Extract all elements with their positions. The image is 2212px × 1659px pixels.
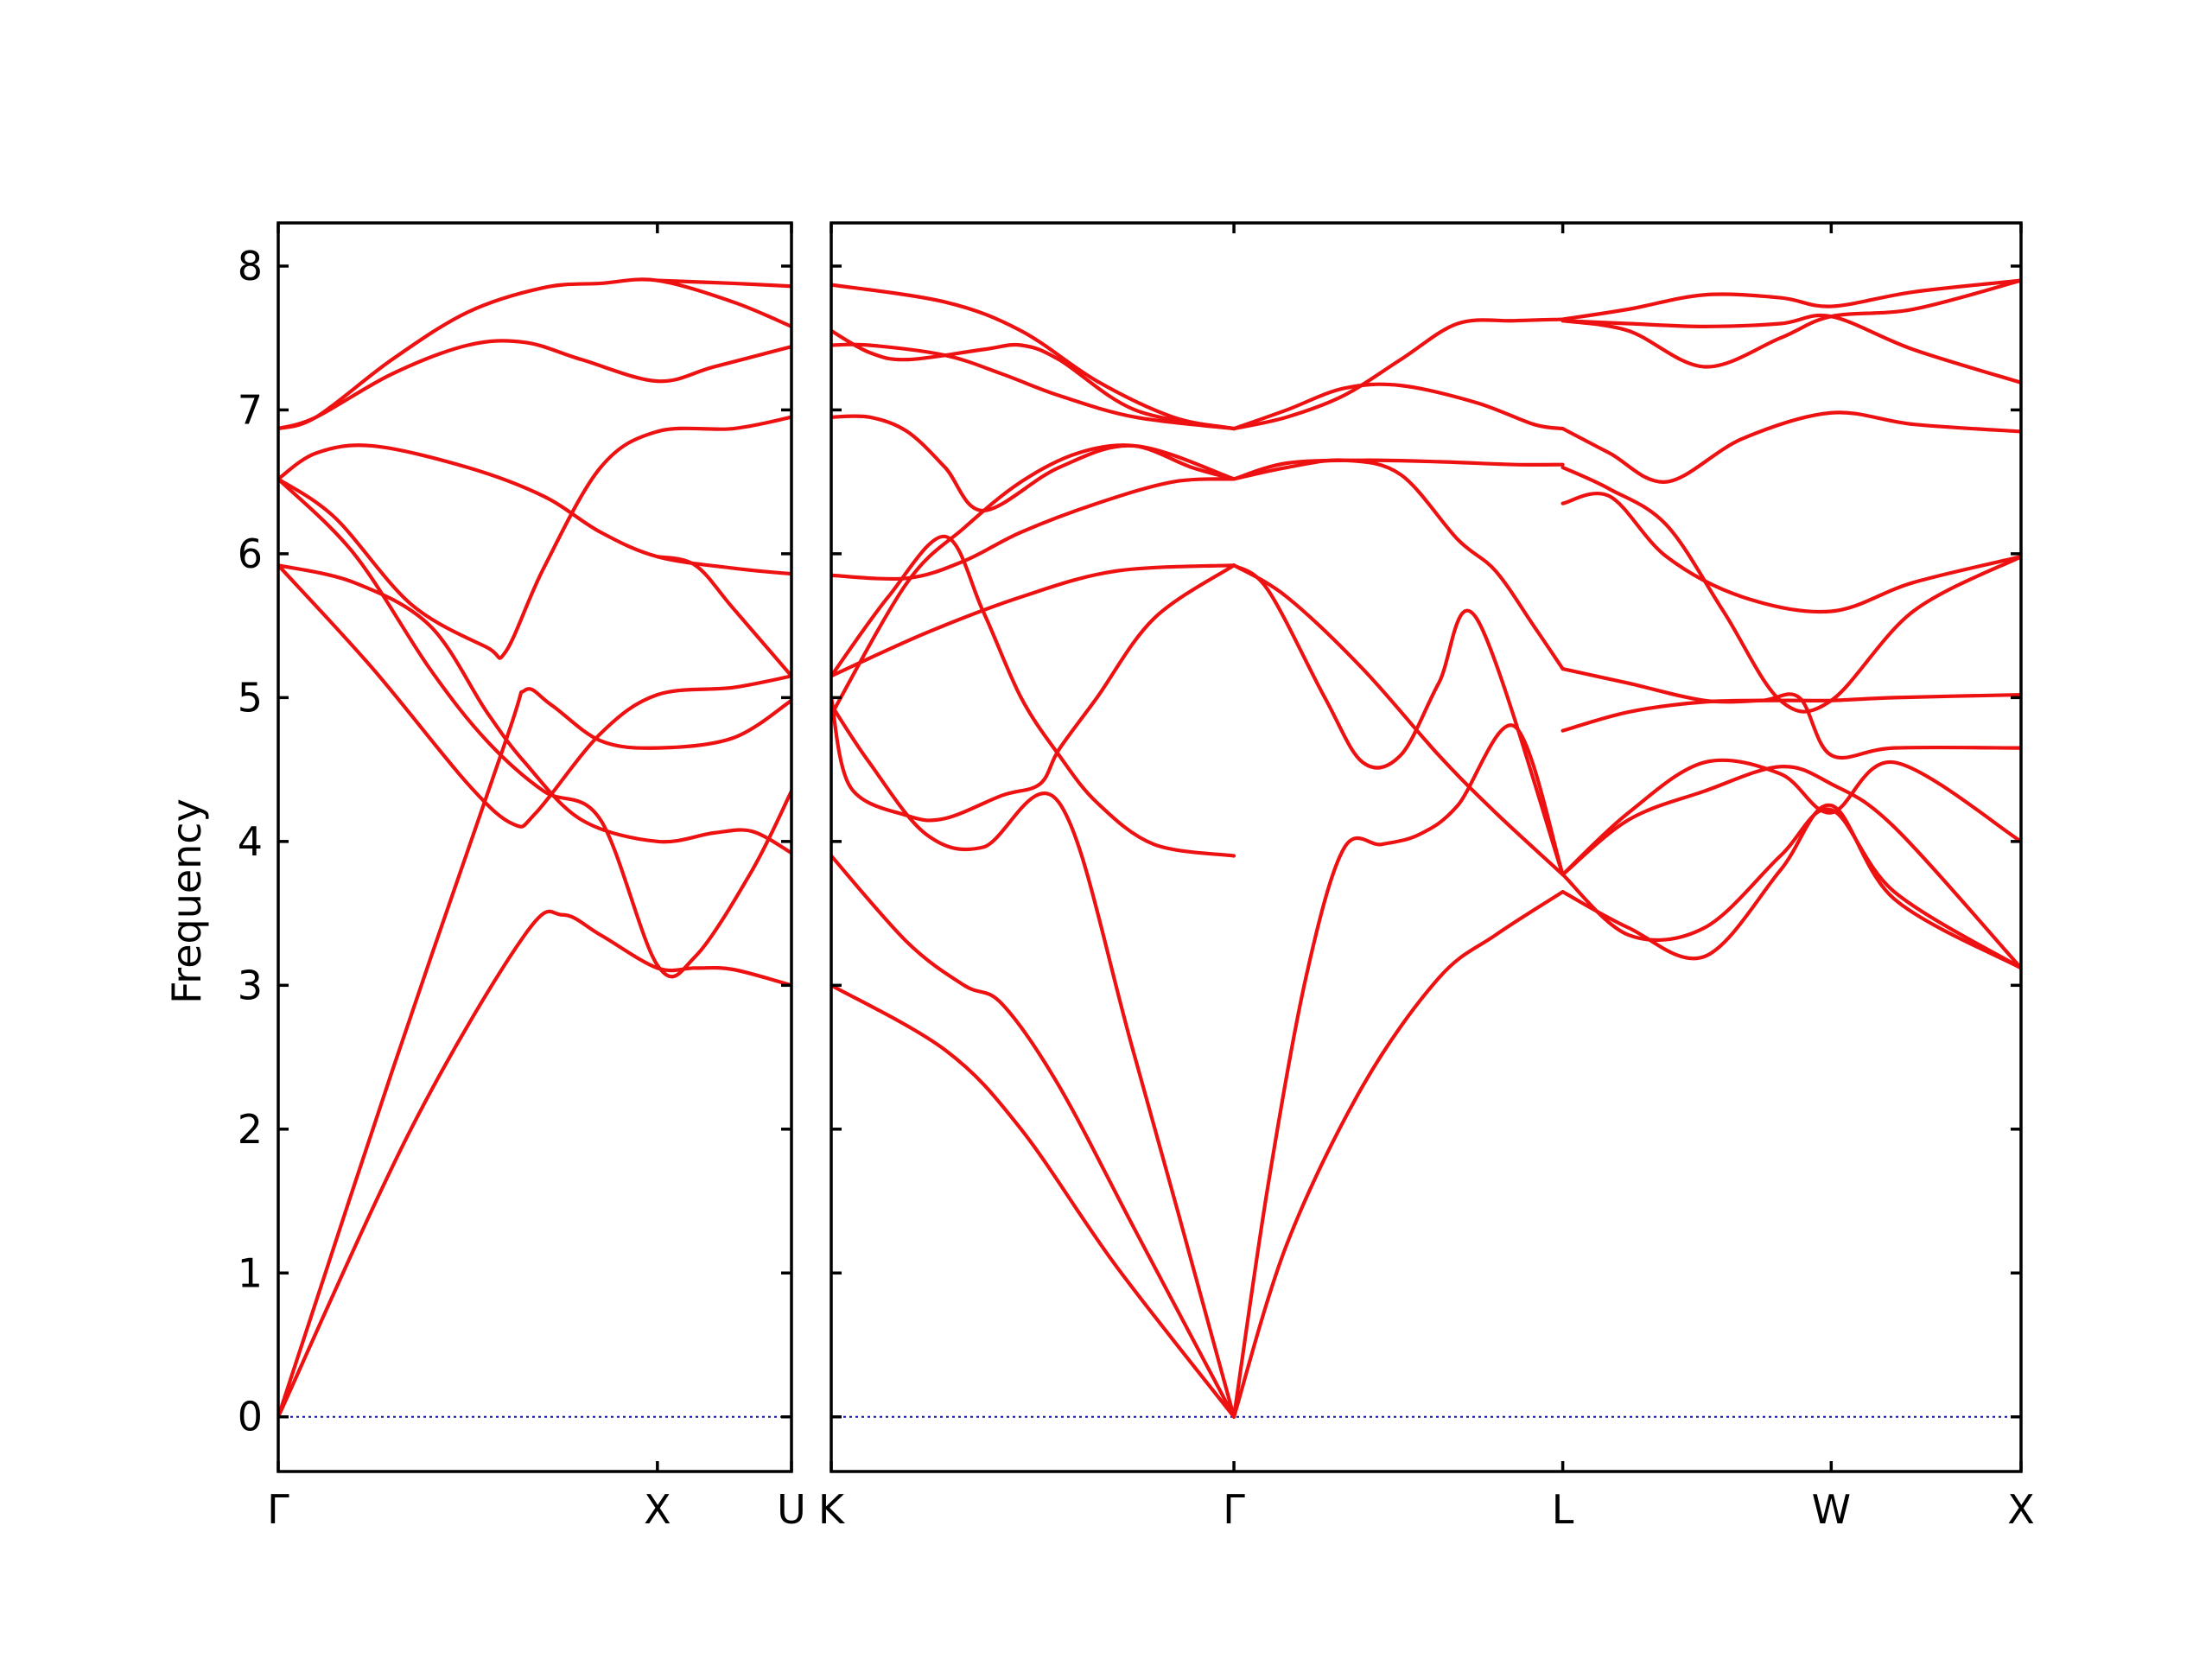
band-line-29 — [1560, 410, 2021, 484]
band-line-24 — [1560, 765, 2021, 970]
y-axis-label: Frequency — [163, 798, 210, 1004]
band-line-2 — [278, 687, 791, 1419]
band-line-9 — [278, 277, 791, 431]
band-line-26 — [1560, 666, 2021, 760]
band-line-2 — [831, 854, 1236, 1419]
band-line-17 — [1231, 458, 1565, 671]
band-group — [278, 277, 791, 1419]
panel-left: 0 1 2 3 4 5 6 7 8 Γ X U — [238, 221, 806, 1533]
band-line-11 — [831, 283, 1236, 431]
band-line-23 — [1560, 758, 2021, 877]
band-line-10 — [655, 555, 791, 678]
band-line-8 — [278, 339, 791, 431]
band-line-16 — [1231, 563, 1565, 877]
x-tick-label-L: L — [1552, 1486, 1574, 1533]
band-line-15 — [1231, 563, 1565, 877]
band-line-6 — [278, 477, 791, 979]
band-line-12 — [831, 414, 1236, 513]
band-line-31 — [1560, 278, 2021, 321]
band-line-19 — [1231, 317, 1565, 431]
y-tick-label: 7 — [238, 386, 263, 433]
band-line-6 — [831, 563, 1236, 678]
x-tick-label-K: K — [818, 1486, 846, 1533]
band-line-30 — [1560, 313, 2021, 385]
band-line-11 — [655, 278, 791, 289]
band-line-9 — [831, 342, 1236, 431]
band-line-21 — [1560, 803, 2021, 970]
band-group — [831, 278, 2021, 1419]
band-line-5 — [278, 415, 791, 660]
band-line-13 — [1231, 890, 1565, 1419]
y-tick-label: 1 — [238, 1249, 263, 1296]
band-line-14 — [1231, 723, 1565, 1419]
x-tick-label-U: U — [777, 1486, 806, 1533]
x-tick-label-X: X — [644, 1486, 671, 1533]
band-line-18 — [1231, 458, 1565, 481]
band-line-7 — [831, 477, 1236, 582]
band-line-28 — [1560, 491, 2021, 614]
panel-frame — [830, 221, 2023, 1473]
band-line-3 — [278, 563, 791, 829]
x-tick-label-Γ: Γ — [1223, 1486, 1245, 1533]
band-line-1 — [831, 983, 1236, 1419]
y-tick-label: 8 — [238, 243, 263, 289]
y-tick-label: 2 — [238, 1106, 263, 1153]
band-line-27 — [1560, 465, 2021, 714]
band-line-1 — [278, 909, 791, 1419]
band-line-20 — [1231, 382, 1565, 431]
band-line-10 — [831, 328, 1236, 431]
band-line-8 — [831, 443, 1236, 717]
x-tick-label-X: X — [2007, 1486, 2035, 1533]
x-tick-label-W: W — [1812, 1486, 1851, 1533]
y-tick-label: 6 — [238, 531, 263, 577]
panel-frame — [276, 221, 793, 1473]
band-line-7 — [278, 443, 791, 576]
band-line-3 — [831, 702, 1236, 1419]
band-line-32 — [1560, 278, 2021, 369]
y-tick-label: 4 — [238, 818, 263, 865]
x-tick-label-Γ: Γ — [267, 1486, 289, 1533]
band-line-4 — [831, 563, 1236, 823]
y-tick-label: 3 — [238, 962, 263, 1008]
y-tick-label: 0 — [238, 1394, 263, 1440]
band-line-4 — [278, 563, 791, 855]
band-line-22 — [1560, 807, 2021, 970]
y-tick-label: 5 — [238, 674, 263, 721]
